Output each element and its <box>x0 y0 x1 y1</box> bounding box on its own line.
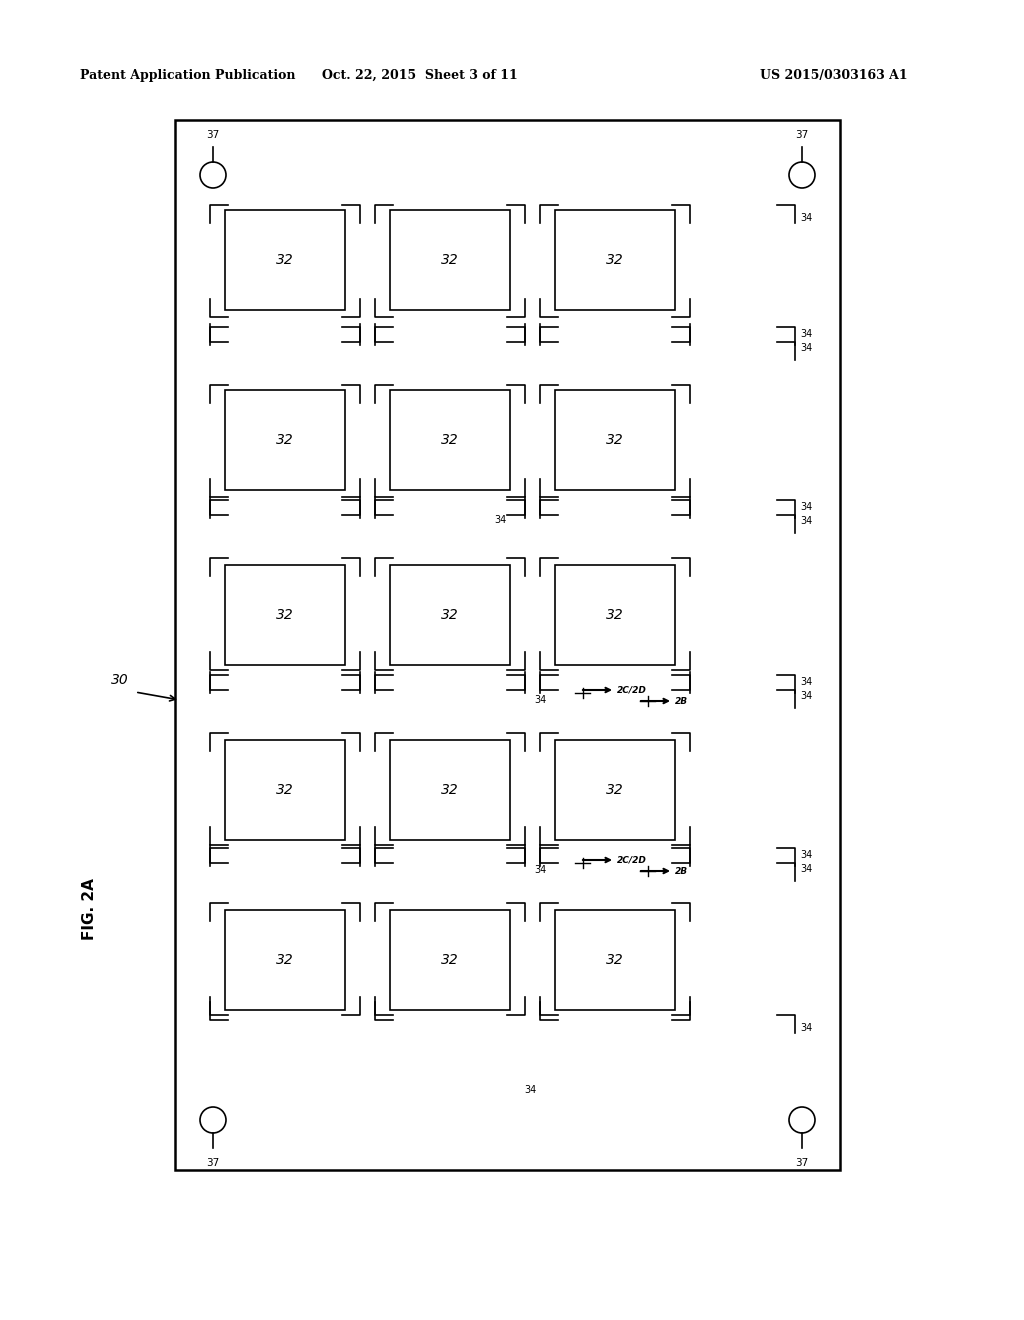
Text: 34: 34 <box>800 502 812 512</box>
Text: 34: 34 <box>534 865 546 875</box>
Text: 32: 32 <box>276 953 294 968</box>
Text: US 2015/0303163 A1: US 2015/0303163 A1 <box>760 69 907 82</box>
Bar <box>390 389 510 490</box>
Text: 32: 32 <box>276 253 294 267</box>
Bar <box>390 909 510 1010</box>
Bar <box>555 210 675 310</box>
Text: 32: 32 <box>441 609 459 622</box>
Text: 2B: 2B <box>675 697 688 705</box>
Text: 34: 34 <box>800 690 812 701</box>
Text: 2C/2D: 2C/2D <box>617 685 647 694</box>
Text: 34: 34 <box>800 516 812 525</box>
Text: 34: 34 <box>800 329 812 339</box>
Text: 37: 37 <box>796 129 809 140</box>
Bar <box>390 565 510 665</box>
Text: 37: 37 <box>207 1158 219 1168</box>
Text: 34: 34 <box>494 515 506 525</box>
Bar <box>225 210 345 310</box>
Text: 32: 32 <box>606 609 624 622</box>
Text: 32: 32 <box>276 609 294 622</box>
Text: 34: 34 <box>800 1023 812 1034</box>
Bar <box>390 210 510 310</box>
Bar <box>225 741 345 840</box>
Bar <box>555 565 675 665</box>
Text: 2C/2D: 2C/2D <box>617 855 647 865</box>
Text: 32: 32 <box>441 433 459 447</box>
Text: 37: 37 <box>796 1158 809 1168</box>
Text: 34: 34 <box>800 343 812 352</box>
Bar <box>225 389 345 490</box>
Text: Patent Application Publication: Patent Application Publication <box>80 69 296 82</box>
Text: FIG. 2A: FIG. 2A <box>83 878 97 940</box>
Text: 32: 32 <box>606 783 624 797</box>
Bar <box>390 741 510 840</box>
Bar <box>225 565 345 665</box>
Text: 32: 32 <box>606 253 624 267</box>
Text: 34: 34 <box>534 696 546 705</box>
Text: 32: 32 <box>441 953 459 968</box>
Text: 34: 34 <box>800 213 812 223</box>
Bar <box>175 120 840 1170</box>
Text: 34: 34 <box>800 677 812 686</box>
Text: 32: 32 <box>276 433 294 447</box>
Text: 32: 32 <box>441 253 459 267</box>
Text: 32: 32 <box>276 783 294 797</box>
Text: 32: 32 <box>606 433 624 447</box>
Text: 34: 34 <box>800 865 812 874</box>
Bar <box>555 389 675 490</box>
Text: 34: 34 <box>800 850 812 861</box>
Text: Oct. 22, 2015  Sheet 3 of 11: Oct. 22, 2015 Sheet 3 of 11 <box>323 69 518 82</box>
Text: 30: 30 <box>112 673 129 686</box>
Text: 37: 37 <box>207 129 219 140</box>
Bar <box>555 909 675 1010</box>
Text: 32: 32 <box>441 783 459 797</box>
Text: 32: 32 <box>606 953 624 968</box>
Bar <box>555 741 675 840</box>
Text: 2B: 2B <box>675 866 688 875</box>
Bar <box>225 909 345 1010</box>
Text: 34: 34 <box>524 1085 537 1096</box>
